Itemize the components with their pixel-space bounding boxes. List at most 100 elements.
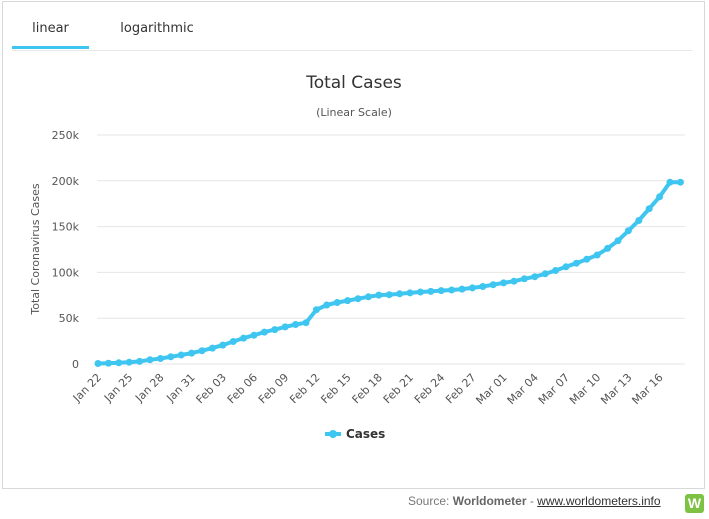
x-tick-label: Jan 31 (163, 371, 197, 405)
data-point[interactable] (416, 288, 424, 296)
data-point[interactable] (188, 349, 196, 357)
source-brand: Worldometer (452, 494, 527, 508)
legend-marker (329, 430, 337, 438)
data-point[interactable] (250, 331, 258, 339)
data-point[interactable] (344, 297, 352, 305)
x-tick-label: Feb 24 (412, 371, 447, 406)
x-tick-label: Mar 13 (598, 371, 634, 407)
data-point[interactable] (500, 279, 508, 287)
data-point[interactable] (479, 283, 487, 290)
data-point[interactable] (406, 289, 414, 297)
tab-linear[interactable]: linear (12, 10, 89, 49)
data-point[interactable] (562, 263, 570, 271)
x-tick-label: Mar 10 (567, 371, 603, 407)
legend-label-cases: Cases (346, 427, 385, 441)
data-point[interactable] (292, 321, 300, 328)
data-point[interactable] (593, 251, 601, 259)
scale-tabs: linear logarithmic (12, 10, 692, 51)
data-point[interactable] (458, 285, 466, 293)
data-point[interactable] (146, 356, 154, 364)
x-tick-label: Mar 16 (629, 371, 665, 407)
data-point[interactable] (552, 267, 560, 274)
data-point[interactable] (645, 205, 653, 213)
data-point[interactable] (385, 291, 393, 299)
source-credit: Source: Worldometer - www.worldometers.i… (408, 494, 661, 508)
data-point[interactable] (271, 326, 279, 334)
x-tick-label: Jan 28 (132, 371, 166, 405)
x-tick-label: Feb 06 (225, 371, 260, 406)
y-tick-label: 50k (59, 312, 80, 325)
data-point[interactable] (302, 319, 310, 327)
data-point[interactable] (541, 270, 549, 278)
data-point[interactable] (604, 244, 612, 252)
data-point[interactable] (156, 355, 164, 362)
data-point[interactable] (198, 347, 206, 355)
data-point[interactable] (510, 277, 518, 285)
x-tick-label: Feb 12 (287, 371, 322, 406)
data-point[interactable] (489, 281, 497, 289)
x-tick-label: Feb 27 (443, 371, 478, 406)
data-point[interactable] (94, 360, 102, 367)
data-point[interactable] (666, 178, 674, 186)
data-point[interactable] (448, 286, 456, 294)
x-tick-label: Jan 25 (101, 371, 135, 405)
data-point[interactable] (208, 344, 216, 352)
x-tick-label: Feb 03 (194, 371, 229, 406)
data-point[interactable] (614, 237, 622, 245)
y-tick-label: 200k (52, 175, 80, 188)
chart-panel (2, 1, 705, 489)
data-point[interactable] (656, 193, 664, 201)
data-point[interactable] (354, 295, 362, 303)
series-cases (94, 178, 684, 367)
data-point[interactable] (572, 259, 580, 267)
data-point[interactable] (229, 338, 237, 345)
data-point[interactable] (125, 358, 133, 366)
data-point[interactable] (136, 357, 144, 365)
chart-title: Total Cases (305, 73, 402, 93)
y-tick-label: 250k (52, 129, 80, 142)
data-point[interactable] (115, 359, 123, 367)
data-point[interactable] (167, 353, 175, 361)
data-point[interactable] (396, 290, 404, 298)
data-point[interactable] (177, 351, 185, 359)
y-axis-ticks: 0 50k 100k 150k 200k 250k (52, 129, 80, 371)
data-point[interactable] (323, 301, 331, 309)
legend[interactable]: Cases (325, 427, 385, 441)
data-point[interactable] (312, 306, 320, 314)
tab-logarithmic[interactable]: logarithmic (120, 21, 194, 36)
x-tick-label: Mar 07 (536, 371, 572, 407)
data-point[interactable] (333, 299, 341, 306)
data-point[interactable] (468, 284, 476, 292)
data-point[interactable] (281, 323, 289, 331)
x-tick-label: Mar 04 (505, 371, 541, 407)
data-point[interactable] (583, 255, 591, 263)
data-point[interactable] (260, 328, 268, 336)
data-point[interactable] (624, 227, 632, 235)
y-tick-label: 150k (52, 221, 80, 234)
y-tick-label: 0 (72, 358, 79, 371)
data-point[interactable] (375, 291, 383, 299)
data-point[interactable] (520, 275, 528, 283)
data-point[interactable] (676, 178, 684, 186)
x-tick-label: Feb 09 (256, 371, 291, 406)
source-prefix: Source: (408, 494, 453, 508)
data-point[interactable] (219, 341, 227, 349)
x-tick-label: Jan 22 (70, 371, 104, 405)
data-point[interactable] (240, 334, 248, 342)
chart-subtitle: (Linear Scale) (316, 106, 392, 119)
source-link[interactable]: www.worldometers.info (537, 494, 661, 508)
x-tick-label: Mar 01 (473, 371, 509, 407)
source-separator: - (526, 494, 538, 508)
x-tick-label: Feb 15 (318, 371, 353, 406)
y-tick-label: 100k (52, 266, 80, 279)
data-point[interactable] (427, 287, 435, 295)
grid-lines (97, 134, 685, 365)
data-point[interactable] (531, 273, 539, 281)
data-point[interactable] (364, 293, 372, 301)
data-point[interactable] (437, 287, 445, 295)
data-point[interactable] (104, 359, 112, 367)
data-point[interactable] (635, 217, 643, 224)
worldometer-logo-icon: W (685, 494, 704, 513)
